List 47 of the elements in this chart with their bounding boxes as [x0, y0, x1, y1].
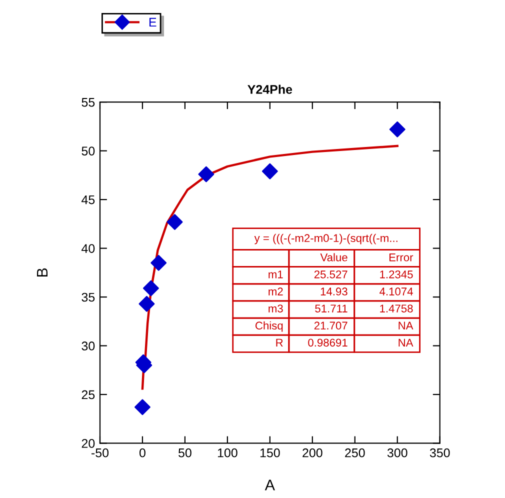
x-tick-label: 150 — [260, 448, 280, 458]
x-axis-title: A — [264, 480, 275, 490]
annotation: m1 — [268, 270, 283, 278]
point — [150, 254, 167, 271]
annotation: 51.711 — [315, 304, 348, 312]
x-tick-label: 350 — [430, 448, 450, 458]
point — [262, 163, 278, 180]
x-tick-label: 50 — [178, 448, 192, 458]
annotation: m3 — [268, 304, 283, 312]
annotation: m2 — [268, 288, 283, 296]
x-tick-label: 250 — [345, 448, 365, 458]
annotation: Chisq — [256, 321, 283, 332]
annotation: R — [276, 338, 283, 346]
y-tick-label: 40 — [82, 244, 95, 253]
chart-title: Y24Phe — [248, 84, 292, 94]
point — [389, 121, 406, 138]
point — [198, 166, 214, 182]
legend-label: E — [149, 18, 156, 27]
y-tick-label: 35 — [82, 292, 95, 302]
x-tick-label: 300 — [387, 448, 408, 458]
y-tick-label: 55 — [82, 98, 95, 107]
point — [142, 280, 159, 296]
x-tick-label: 0 — [139, 448, 146, 458]
y-tick-label: 50 — [82, 146, 95, 156]
annotation: Error — [389, 254, 414, 262]
annotation: 1.4758 — [380, 304, 413, 312]
y-tick-label: 45 — [82, 195, 95, 204]
x-tick-label: 200 — [302, 448, 322, 458]
y-tick-label: 20 — [82, 439, 95, 448]
annotation: 4.1074 — [380, 288, 413, 296]
annotation: Value — [320, 253, 348, 262]
annotation: 0.98691 — [308, 338, 348, 347]
point — [138, 296, 155, 312]
point — [166, 214, 183, 230]
x-tick-label: 100 — [218, 448, 238, 458]
annotation: y = (((-(-m2-m0-1)-(sqrt((-m... — [254, 234, 398, 244]
y-tick-label: 30 — [82, 342, 95, 350]
x-tick-label: -50 — [92, 448, 109, 458]
y-axis-title: B — [36, 268, 48, 276]
y-tick-label: 25 — [82, 390, 95, 400]
annotation: 25.527 — [314, 270, 348, 278]
point — [134, 399, 150, 416]
annotation: NA — [398, 322, 414, 330]
annotation: 21.707 — [314, 322, 348, 330]
annotation: 14.93 — [320, 288, 348, 296]
annotation: NA — [398, 338, 414, 346]
annotation: 1.2345 — [380, 270, 413, 278]
